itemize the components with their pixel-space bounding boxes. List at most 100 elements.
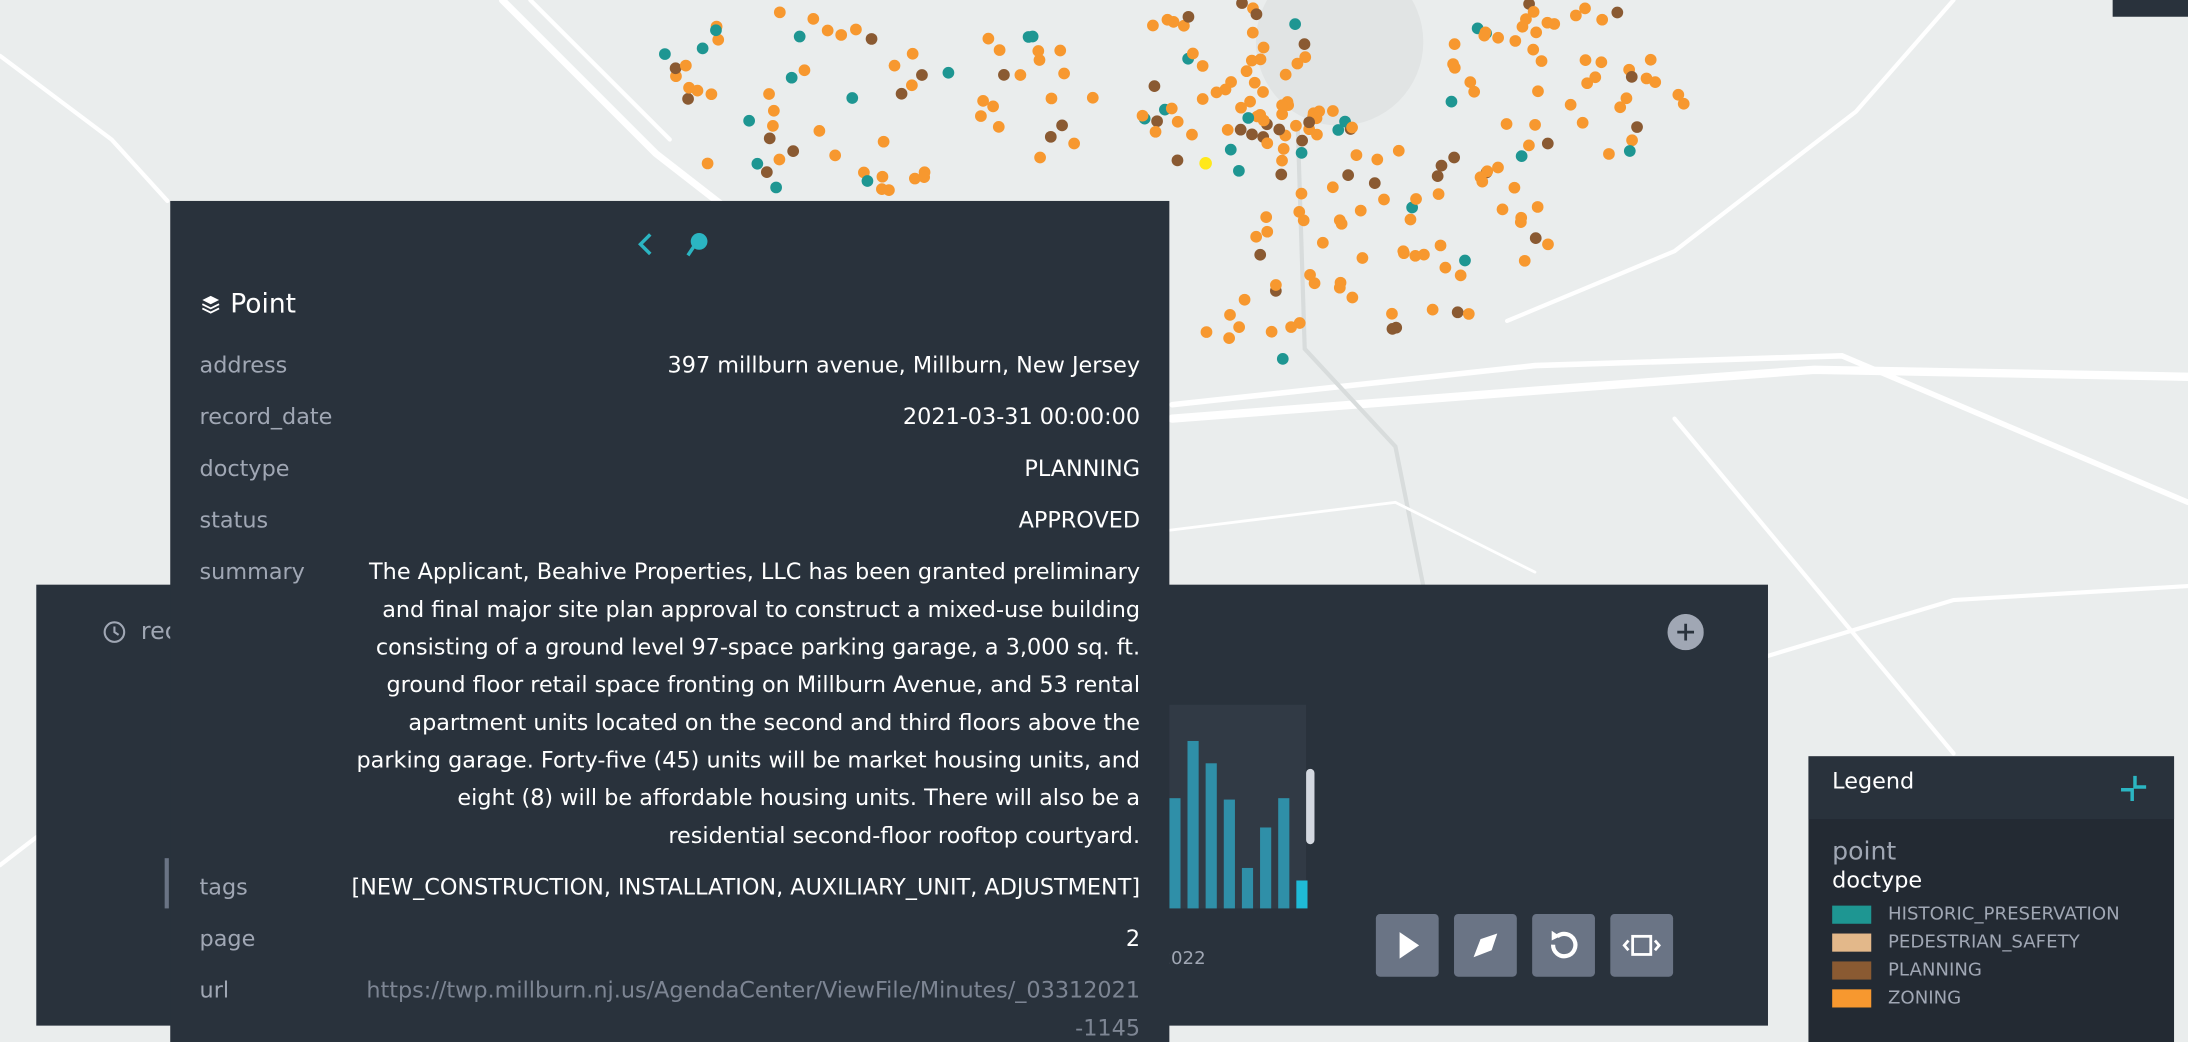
map-point[interactable] [1068,137,1080,150]
map-point[interactable] [773,153,786,166]
map-point[interactable] [877,135,890,148]
map-point[interactable] [1276,108,1288,121]
map-point[interactable] [1058,67,1070,80]
map-point[interactable] [1516,20,1529,33]
map-point[interactable] [1548,18,1561,30]
map-point[interactable] [1576,116,1589,129]
map-point[interactable] [1492,161,1504,174]
map-point[interactable] [1245,54,1258,67]
map-point[interactable] [1451,306,1464,319]
map-point[interactable] [682,92,694,105]
map-point[interactable] [798,64,811,77]
map-point[interactable] [1464,76,1477,89]
map-point[interactable] [1147,19,1159,32]
map-point[interactable] [1514,216,1527,229]
map-point[interactable] [763,88,775,100]
map-point[interactable] [1431,170,1444,182]
map-point[interactable] [1518,254,1531,267]
map-point[interactable] [1298,38,1311,51]
map-point[interactable] [1515,150,1528,163]
map-point[interactable] [1148,80,1161,92]
map-point[interactable] [865,33,878,45]
map-point[interactable] [1234,123,1247,136]
map-point[interactable] [1056,119,1068,132]
map-point[interactable] [1224,143,1237,156]
map-point[interactable] [1626,134,1638,147]
map-point[interactable] [1397,245,1410,258]
map-point[interactable] [1178,19,1190,32]
map-point[interactable] [1579,54,1592,67]
map-point[interactable] [1022,31,1035,43]
map-point[interactable] [1603,148,1615,160]
map-point[interactable] [712,33,725,46]
map-point[interactable] [1299,51,1312,64]
map-point[interactable] [906,79,918,92]
map-point[interactable] [1333,281,1346,294]
map-point[interactable] [1459,254,1471,267]
map-point[interactable] [1034,151,1046,164]
map-point[interactable] [1409,249,1422,262]
map-point[interactable] [1611,6,1624,19]
map-point[interactable] [977,95,989,107]
pin-button[interactable] [686,233,708,257]
map-point[interactable] [1410,193,1422,205]
map-point[interactable] [1196,93,1209,105]
map-point[interactable] [1276,154,1288,167]
map-point[interactable] [1242,112,1255,124]
map-point[interactable] [767,104,780,117]
map-point[interactable] [743,114,755,127]
map-point[interactable] [1589,71,1602,84]
map-point[interactable] [1432,188,1445,200]
map-point[interactable] [1295,187,1308,200]
map-point[interactable] [1508,181,1521,194]
map-point[interactable] [1293,206,1306,218]
map-point[interactable] [669,62,682,75]
map-point[interactable] [906,47,919,60]
play-button[interactable] [1375,913,1439,977]
map-point[interactable] [767,120,779,132]
map-point[interactable] [1273,123,1286,136]
map-point[interactable] [1454,269,1467,282]
map-point[interactable] [1631,121,1643,133]
map-point[interactable] [1445,95,1458,108]
map-point[interactable] [1579,2,1591,15]
map-point[interactable] [1238,293,1251,306]
map-point[interactable] [1371,153,1384,166]
map-point[interactable] [1033,54,1046,66]
map-point[interactable] [1462,308,1475,320]
map-point[interactable] [1261,137,1274,150]
map-point[interactable] [1257,86,1269,98]
map-point[interactable] [1032,45,1045,57]
map-point[interactable] [1326,181,1339,194]
map-point[interactable] [1386,307,1398,320]
map-point[interactable] [1014,69,1027,81]
map-point[interactable] [1244,95,1256,108]
map-point[interactable] [1527,43,1540,56]
map-point[interactable] [1595,56,1608,69]
map-point[interactable] [751,157,764,170]
map-point[interactable] [1386,323,1399,335]
map-point[interactable] [1260,211,1273,223]
map-point[interactable] [1182,10,1195,23]
map-point[interactable] [1468,85,1481,98]
map-point[interactable] [1290,119,1302,132]
map-point[interactable] [1541,137,1554,150]
map-point[interactable] [1304,268,1316,281]
map-point[interactable] [683,81,695,94]
map-point[interactable] [1596,13,1609,26]
map-point[interactable] [1045,92,1058,105]
legend-toggle[interactable] [2118,773,2149,804]
map-point[interactable] [1532,85,1544,98]
map-point[interactable] [1270,279,1282,291]
map-point[interactable] [1531,201,1544,213]
map-point[interactable] [1426,303,1439,316]
map-point[interactable] [793,30,806,43]
map-point[interactable] [1644,53,1657,66]
map-point[interactable] [975,110,987,122]
map-point[interactable] [1346,121,1358,134]
map-point[interactable] [696,42,709,55]
map-point[interactable] [846,92,859,104]
map-point[interactable] [807,13,820,25]
map-point[interactable] [763,132,776,145]
map-point[interactable] [710,24,722,37]
